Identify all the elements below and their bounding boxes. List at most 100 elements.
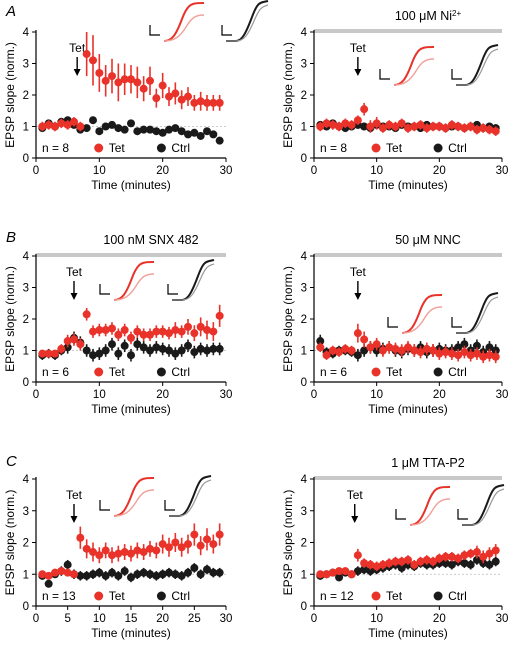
series-ctrl [38, 559, 224, 588]
epsp-trace-baseline-icon [401, 306, 443, 334]
y-tick-label: 0 [301, 601, 307, 613]
y-tick-label: 4 [301, 474, 308, 486]
data-point [454, 351, 463, 360]
data-point [397, 119, 406, 128]
data-point [95, 68, 104, 77]
data-point [397, 346, 406, 355]
data-point [203, 98, 211, 107]
x-tick-label: 20 [156, 165, 169, 177]
x-tick-label: 30 [220, 165, 233, 177]
x-tick-label: 0 [311, 389, 317, 401]
data-point [177, 571, 186, 580]
data-point [391, 344, 400, 353]
data-point [38, 570, 47, 579]
data-point [101, 326, 110, 335]
data-point [101, 76, 110, 85]
y-tick-label: 2 [23, 90, 29, 102]
epsp-trace-ctrl-baseline-icon [462, 488, 505, 526]
tet-arrow-label: Tet [350, 41, 367, 55]
data-point [184, 568, 192, 577]
data-point [447, 349, 456, 358]
data-point [177, 346, 186, 355]
panel-title: 1 μM TTA-P2 [391, 456, 464, 470]
data-point [485, 343, 494, 352]
data-point [51, 568, 59, 577]
data-point [372, 340, 381, 349]
x-tick-label: 0 [311, 165, 317, 177]
data-point [146, 76, 154, 85]
data-point [353, 351, 362, 360]
data-point [466, 122, 475, 131]
data-point [447, 120, 456, 129]
data-point [479, 352, 488, 361]
data-point [146, 570, 154, 579]
data-point [114, 330, 123, 339]
data-point [322, 351, 331, 360]
chart-panel-c-right: 0 1 2 3 4 0 10 20 30 Time (minutes) EPSP slope (no… [281, 456, 508, 640]
x-axis-label: Time (minutes) [91, 178, 171, 192]
data-point [460, 348, 469, 357]
data-point [82, 544, 91, 553]
series-tet [316, 102, 500, 136]
x-tick-label: 30 [496, 165, 509, 177]
x-tick-label: 10 [93, 389, 106, 401]
data-point [133, 570, 142, 579]
data-point [215, 311, 224, 320]
y-axis-label: EPSP slope (norm.) [281, 266, 295, 372]
data-point [341, 344, 350, 353]
y-tick-label: 2 [23, 538, 29, 550]
data-point [404, 124, 412, 133]
data-point [366, 343, 375, 352]
data-point [328, 120, 337, 129]
data-point [76, 533, 85, 542]
data-point [196, 97, 205, 106]
data-point [491, 557, 500, 566]
legend-marker-tet [94, 367, 104, 377]
data-point [335, 122, 344, 131]
legend-label-ctrl: Ctrl [171, 141, 190, 155]
data-point [196, 344, 205, 353]
tet-arrow-label: Tet [66, 265, 83, 279]
data-point [63, 120, 72, 129]
data-point [372, 119, 381, 128]
legend-label-tet: Tet [109, 365, 126, 379]
data-point [51, 122, 59, 131]
data-point [378, 346, 387, 355]
data-point [410, 560, 419, 569]
legend-label-tet: Tet [386, 365, 403, 379]
data-point [341, 119, 350, 128]
data-point [171, 538, 180, 547]
data-point [127, 549, 135, 558]
data-point [44, 120, 53, 129]
data-point [460, 340, 469, 349]
down-arrow-icon [70, 516, 78, 523]
data-point [429, 122, 438, 131]
data-point [215, 344, 224, 353]
data-point [196, 131, 205, 140]
data-point [133, 327, 142, 336]
data-point [190, 128, 199, 137]
data-point [152, 571, 161, 580]
data-point [114, 349, 123, 358]
epsp-trace-inset-black [457, 484, 505, 526]
drug-application-bar [314, 29, 502, 33]
data-point [120, 326, 129, 335]
x-tick-label: 30 [220, 389, 233, 401]
data-point [82, 310, 91, 319]
data-point [472, 341, 481, 350]
data-point [429, 557, 438, 566]
y-tick-label: 3 [23, 283, 29, 295]
data-point [209, 344, 218, 353]
data-point [127, 119, 135, 128]
legend-marker-ctrl [433, 591, 443, 601]
data-point [82, 124, 91, 133]
data-point [89, 116, 97, 125]
data-point [479, 552, 488, 561]
data-point [152, 94, 161, 103]
y-tick-label: 3 [301, 506, 307, 518]
scale-bar-icon [387, 317, 398, 328]
data-point [108, 551, 116, 560]
data-point [335, 567, 344, 576]
data-point [366, 122, 375, 131]
data-point [429, 346, 438, 355]
